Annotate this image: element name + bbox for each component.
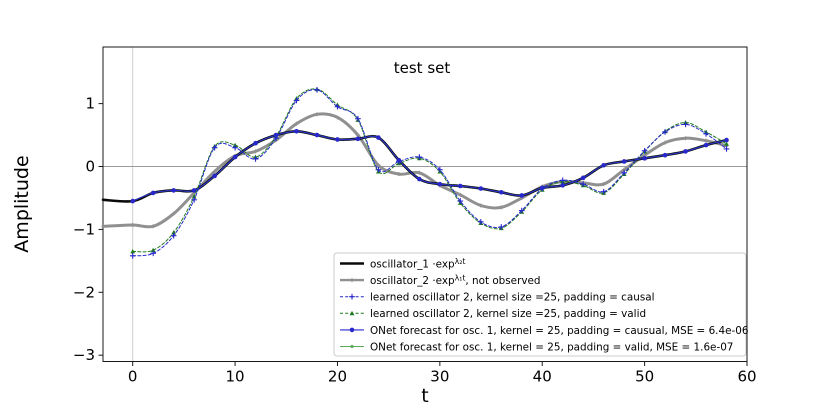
x-tick-label: 20 [328, 368, 347, 386]
legend-box [333, 252, 747, 357]
y-tick-label: 1 [85, 95, 95, 113]
legend-entry-learned-oscillator-2-causal: learned oscillator 2, kernel size =25, p… [340, 292, 655, 304]
legend-entry-label: learned oscillator 2, kernel size =25, p… [370, 308, 646, 320]
axes-frame [102, 46, 748, 362]
x-tick-label: 10 [226, 368, 245, 386]
legend-entry-label: oscillator_2 ·expλ₁t, not observed [370, 274, 540, 288]
series-onet-forecast-osc1-causal [130, 128, 729, 204]
legend-entry-oscillator-2: oscillator_2 ·expλ₁t, not observed [340, 274, 540, 288]
y-axis-label: Amplitude [11, 155, 33, 252]
series-oscillator-2 [101, 112, 729, 229]
x-tick-label: 40 [533, 368, 552, 386]
legend-entry-onet-forecast-osc1-valid: ONet forecast for osc. 1, kernel = 25, p… [340, 341, 733, 353]
y-tick-label: −3 [73, 346, 95, 364]
chart-title: test set [394, 59, 451, 77]
legend-entry-label: ONet forecast for osc. 1, kernel = 25, p… [370, 325, 748, 337]
x-axis-label: t [421, 385, 428, 407]
legend-entry-onet-forecast-osc1-causal: ONet forecast for osc. 1, kernel = 25, p… [340, 325, 748, 337]
series-line-oscillator-2 [101, 112, 728, 229]
x-tick-label: 0 [128, 368, 138, 386]
y-tick-label: 0 [85, 158, 95, 176]
legend-entry-label: oscillator_1 ·expλ₂t [370, 257, 465, 271]
x-tick-label: 30 [430, 368, 449, 386]
legend-entry-learned-oscillator-2-valid: learned oscillator 2, kernel size =25, p… [340, 308, 646, 320]
x-tick-label: 60 [737, 368, 756, 386]
legend-entry-label: ONet forecast for osc. 1, kernel = 25, p… [370, 341, 733, 353]
y-tick-label: −2 [73, 283, 95, 301]
legend-entry-oscillator-1: oscillator_1 ·expλ₂t [340, 257, 465, 271]
y-tick-label: −1 [73, 220, 95, 238]
series-line-learned-oscillator-2-causal [132, 89, 727, 257]
x-tick-label: 50 [635, 368, 654, 386]
legend: oscillator_1 ·expλ₂t oscillator_2 ·expλ₁t… [333, 252, 748, 357]
legend-entry-label: learned oscillator 2, kernel size =25, p… [370, 292, 655, 304]
